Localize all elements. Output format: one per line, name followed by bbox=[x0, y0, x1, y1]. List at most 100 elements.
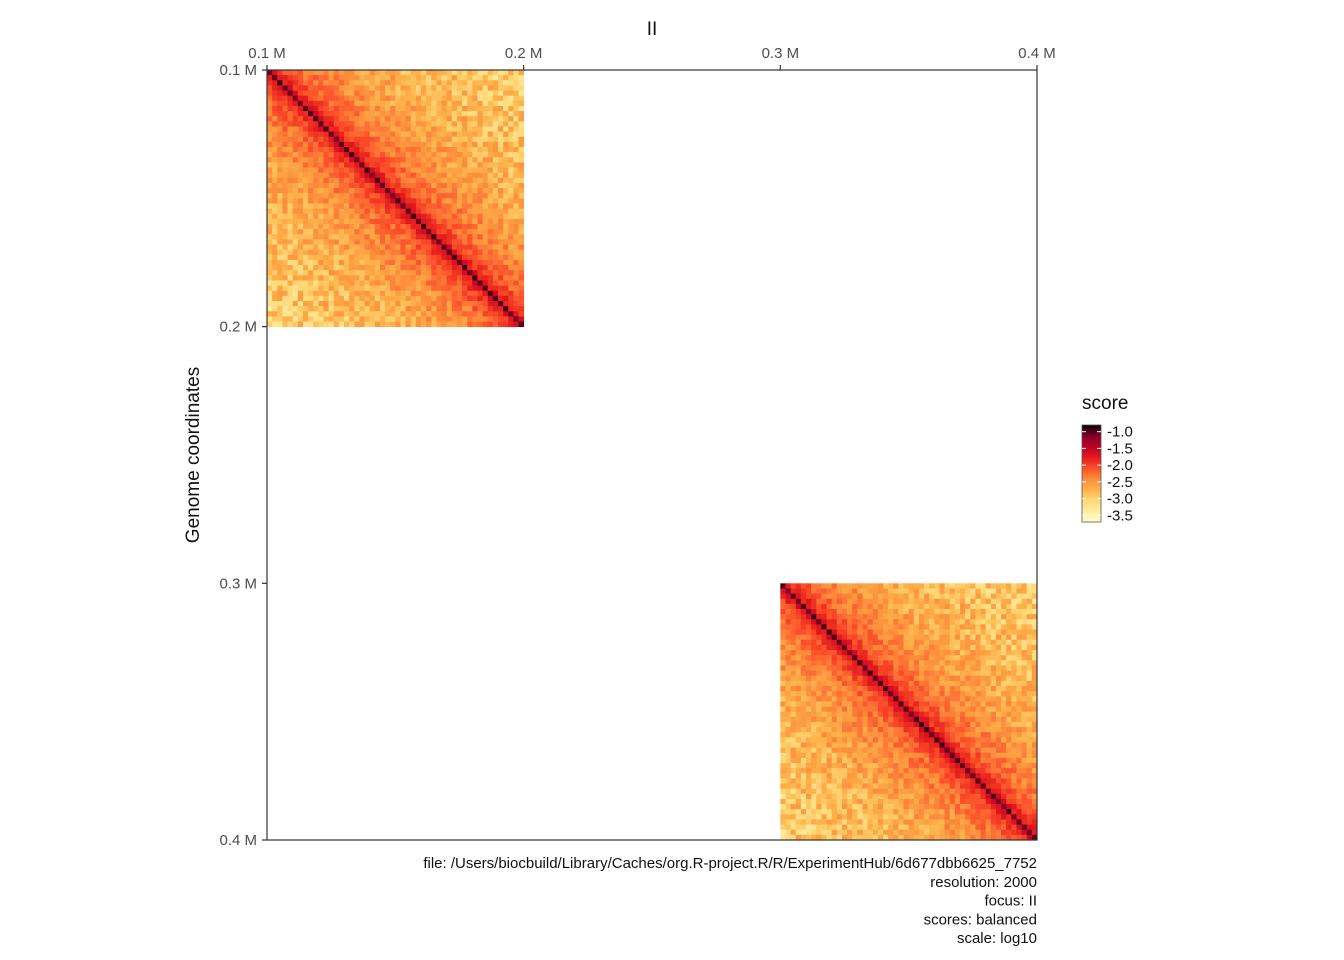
heatmap-cell bbox=[785, 732, 791, 738]
heatmap-cell bbox=[349, 182, 355, 189]
heatmap-cell bbox=[441, 244, 448, 251]
heatmap-cell bbox=[836, 834, 843, 841]
heatmap-cell bbox=[924, 665, 930, 671]
heatmap-cell bbox=[492, 285, 499, 292]
heatmap-cell bbox=[323, 311, 329, 317]
heatmap-cell bbox=[374, 234, 381, 240]
heatmap-cell bbox=[924, 747, 930, 754]
heatmap-cell bbox=[831, 629, 838, 636]
heatmap-cell bbox=[277, 167, 283, 174]
heatmap-cell bbox=[877, 721, 884, 728]
heatmap-cell bbox=[487, 188, 494, 194]
heatmap-cell bbox=[410, 224, 417, 230]
heatmap-cell bbox=[785, 603, 791, 610]
heatmap-cell bbox=[883, 634, 889, 641]
heatmap-cell bbox=[826, 680, 833, 687]
heatmap-cell bbox=[1006, 824, 1012, 831]
heatmap-cell bbox=[888, 655, 894, 661]
heatmap-cell bbox=[379, 172, 386, 179]
heatmap-cell bbox=[313, 193, 319, 199]
heatmap-cell bbox=[847, 819, 853, 825]
heatmap-cell bbox=[831, 752, 838, 759]
heatmap-cell bbox=[513, 290, 519, 297]
heatmap-cell bbox=[446, 275, 453, 281]
heatmap-cell bbox=[410, 295, 417, 302]
heatmap-cell bbox=[287, 321, 294, 328]
heatmap-cell bbox=[400, 121, 406, 127]
heatmap-cell bbox=[349, 224, 355, 230]
heatmap-cell bbox=[918, 819, 925, 825]
heatmap-cell bbox=[898, 742, 904, 748]
heatmap-cell bbox=[421, 111, 427, 117]
heatmap-cell bbox=[929, 624, 935, 630]
heatmap-cell bbox=[287, 265, 294, 271]
heatmap-cell bbox=[400, 316, 406, 322]
heatmap-cell bbox=[867, 629, 874, 636]
heatmap-cell bbox=[908, 778, 915, 784]
heatmap-cell bbox=[826, 737, 833, 743]
heatmap-cell bbox=[267, 224, 273, 230]
heatmap-cell bbox=[816, 752, 822, 759]
heatmap-cell bbox=[287, 198, 294, 204]
heatmap-cell bbox=[831, 614, 838, 620]
heatmap-cell bbox=[898, 696, 904, 702]
heatmap-cell bbox=[913, 629, 920, 636]
heatmap-cell bbox=[1011, 598, 1017, 605]
heatmap-cell bbox=[349, 80, 355, 86]
heatmap-cell bbox=[893, 629, 899, 636]
heatmap-cell bbox=[785, 783, 791, 790]
heatmap-cell bbox=[492, 301, 499, 307]
heatmap-cell bbox=[898, 737, 904, 743]
heatmap-cell bbox=[369, 147, 376, 153]
heatmap-cell bbox=[421, 249, 427, 256]
heatmap-cell bbox=[836, 680, 843, 687]
heatmap-cell bbox=[1006, 614, 1012, 620]
heatmap-cell bbox=[436, 234, 442, 240]
heatmap-cell bbox=[790, 680, 797, 687]
heatmap-cell bbox=[836, 583, 843, 589]
heatmap-cell bbox=[872, 793, 879, 800]
heatmap-cell bbox=[1031, 798, 1038, 805]
heatmap-cell bbox=[498, 285, 504, 292]
heatmap-cell bbox=[852, 804, 858, 810]
heatmap-cell bbox=[918, 793, 925, 800]
heatmap-cell bbox=[883, 742, 889, 748]
heatmap-cell bbox=[872, 727, 879, 733]
heatmap-cell bbox=[1031, 644, 1038, 651]
heatmap-cell bbox=[1026, 624, 1033, 630]
heatmap-cell bbox=[390, 224, 396, 230]
heatmap-cell bbox=[806, 711, 812, 718]
heatmap-cell bbox=[908, 691, 915, 697]
heatmap-cell bbox=[503, 90, 509, 97]
heatmap-cell bbox=[390, 182, 396, 189]
heatmap-cell bbox=[487, 167, 494, 174]
heatmap-cell bbox=[477, 162, 483, 168]
heatmap-cell bbox=[790, 686, 797, 692]
heatmap-cell bbox=[990, 706, 997, 713]
heatmap-cell bbox=[800, 788, 807, 795]
heatmap-cell bbox=[841, 629, 848, 636]
heatmap-cell bbox=[313, 229, 319, 235]
heatmap-cell bbox=[821, 696, 827, 702]
heatmap-cell bbox=[1021, 798, 1028, 805]
heatmap-cell bbox=[975, 742, 981, 748]
heatmap-cell bbox=[980, 598, 987, 605]
heatmap-cell bbox=[272, 198, 278, 204]
heatmap-cell bbox=[364, 100, 371, 107]
heatmap-cell bbox=[795, 650, 802, 656]
heatmap-cell bbox=[908, 809, 915, 815]
heatmap-cell bbox=[816, 660, 822, 666]
heatmap-cell bbox=[1006, 670, 1012, 677]
heatmap-cell bbox=[821, 747, 827, 754]
heatmap-cell bbox=[985, 711, 992, 718]
heatmap-cell bbox=[1016, 588, 1022, 594]
heatmap-cell bbox=[308, 244, 314, 251]
heatmap-cell bbox=[990, 834, 997, 841]
heatmap-cell bbox=[990, 670, 997, 677]
heatmap-cell bbox=[431, 90, 437, 97]
heatmap-cell bbox=[924, 757, 930, 764]
heatmap-cell bbox=[780, 706, 786, 713]
heatmap-cell bbox=[954, 814, 961, 820]
heatmap-cell bbox=[816, 757, 822, 764]
heatmap-cell bbox=[503, 229, 509, 235]
